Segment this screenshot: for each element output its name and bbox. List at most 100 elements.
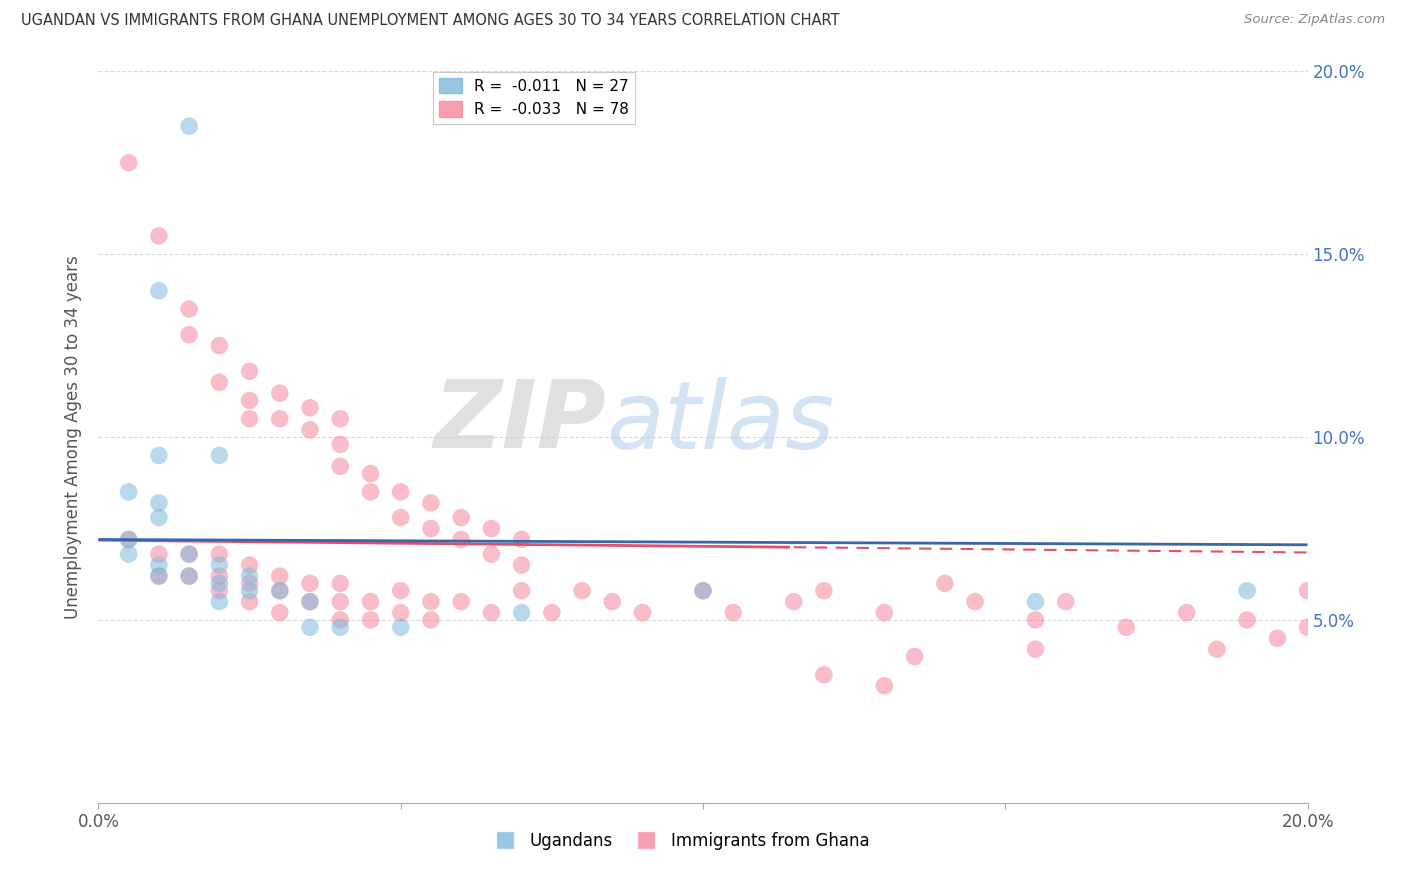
- Point: [148, 229, 170, 244]
- Point: [208, 547, 231, 561]
- Point: [1115, 620, 1137, 634]
- Text: UGANDAN VS IMMIGRANTS FROM GHANA UNEMPLOYMENT AMONG AGES 30 TO 34 YEARS CORRELAT: UGANDAN VS IMMIGRANTS FROM GHANA UNEMPLO…: [21, 13, 839, 29]
- Point: [269, 412, 291, 426]
- Point: [389, 510, 412, 524]
- Point: [299, 594, 322, 608]
- Point: [269, 583, 291, 598]
- Point: [329, 576, 352, 591]
- Point: [360, 485, 382, 500]
- Point: [360, 467, 382, 481]
- Point: [965, 594, 987, 608]
- Point: [148, 569, 170, 583]
- Point: [450, 510, 472, 524]
- Point: [148, 284, 170, 298]
- Point: [179, 547, 201, 561]
- Point: [179, 569, 201, 583]
- Point: [510, 606, 533, 620]
- Text: Source: ZipAtlas.com: Source: ZipAtlas.com: [1244, 13, 1385, 27]
- Point: [481, 521, 503, 535]
- Point: [329, 594, 352, 608]
- Point: [208, 558, 231, 573]
- Point: [148, 496, 170, 510]
- Point: [1206, 642, 1229, 657]
- Point: [239, 412, 262, 426]
- Point: [1054, 594, 1077, 608]
- Y-axis label: Unemployment Among Ages 30 to 34 years: Unemployment Among Ages 30 to 34 years: [65, 255, 83, 619]
- Point: [179, 120, 201, 134]
- Point: [208, 583, 231, 598]
- Point: [208, 375, 231, 389]
- Point: [329, 620, 352, 634]
- Point: [1296, 620, 1319, 634]
- Point: [540, 606, 562, 620]
- Point: [1267, 632, 1289, 646]
- Point: [420, 594, 443, 608]
- Point: [873, 606, 896, 620]
- Point: [239, 576, 262, 591]
- Point: [269, 606, 291, 620]
- Point: [450, 594, 472, 608]
- Point: [208, 569, 231, 583]
- Point: [631, 606, 654, 620]
- Point: [420, 521, 443, 535]
- Point: [389, 620, 412, 634]
- Point: [360, 594, 382, 608]
- Point: [118, 485, 141, 500]
- Point: [389, 606, 412, 620]
- Point: [813, 667, 835, 681]
- Point: [1024, 642, 1046, 657]
- Point: [481, 547, 503, 561]
- Point: [1024, 594, 1046, 608]
- Point: [329, 412, 352, 426]
- Text: ZIP: ZIP: [433, 376, 606, 468]
- Point: [179, 569, 201, 583]
- Point: [208, 576, 231, 591]
- Point: [602, 594, 624, 608]
- Point: [239, 364, 262, 378]
- Point: [269, 569, 291, 583]
- Point: [208, 594, 231, 608]
- Point: [299, 576, 322, 591]
- Point: [239, 558, 262, 573]
- Point: [208, 448, 231, 462]
- Legend: Ugandans, Immigrants from Ghana: Ugandans, Immigrants from Ghana: [481, 825, 876, 856]
- Point: [450, 533, 472, 547]
- Point: [420, 613, 443, 627]
- Point: [118, 533, 141, 547]
- Point: [148, 569, 170, 583]
- Point: [239, 583, 262, 598]
- Point: [239, 393, 262, 408]
- Text: atlas: atlas: [606, 377, 835, 468]
- Point: [148, 448, 170, 462]
- Point: [329, 613, 352, 627]
- Point: [299, 594, 322, 608]
- Point: [179, 547, 201, 561]
- Point: [179, 301, 201, 317]
- Point: [269, 386, 291, 401]
- Point: [360, 613, 382, 627]
- Point: [1236, 583, 1258, 598]
- Point: [118, 156, 141, 170]
- Point: [934, 576, 956, 591]
- Point: [269, 583, 291, 598]
- Point: [510, 583, 533, 598]
- Point: [208, 338, 231, 352]
- Point: [510, 558, 533, 573]
- Point: [420, 496, 443, 510]
- Point: [239, 594, 262, 608]
- Point: [1236, 613, 1258, 627]
- Point: [299, 401, 322, 415]
- Point: [1175, 606, 1198, 620]
- Point: [510, 533, 533, 547]
- Point: [329, 437, 352, 451]
- Point: [329, 459, 352, 474]
- Point: [299, 423, 322, 437]
- Point: [783, 594, 806, 608]
- Point: [299, 620, 322, 634]
- Point: [239, 569, 262, 583]
- Point: [148, 510, 170, 524]
- Point: [904, 649, 927, 664]
- Point: [148, 547, 170, 561]
- Point: [481, 606, 503, 620]
- Point: [389, 485, 412, 500]
